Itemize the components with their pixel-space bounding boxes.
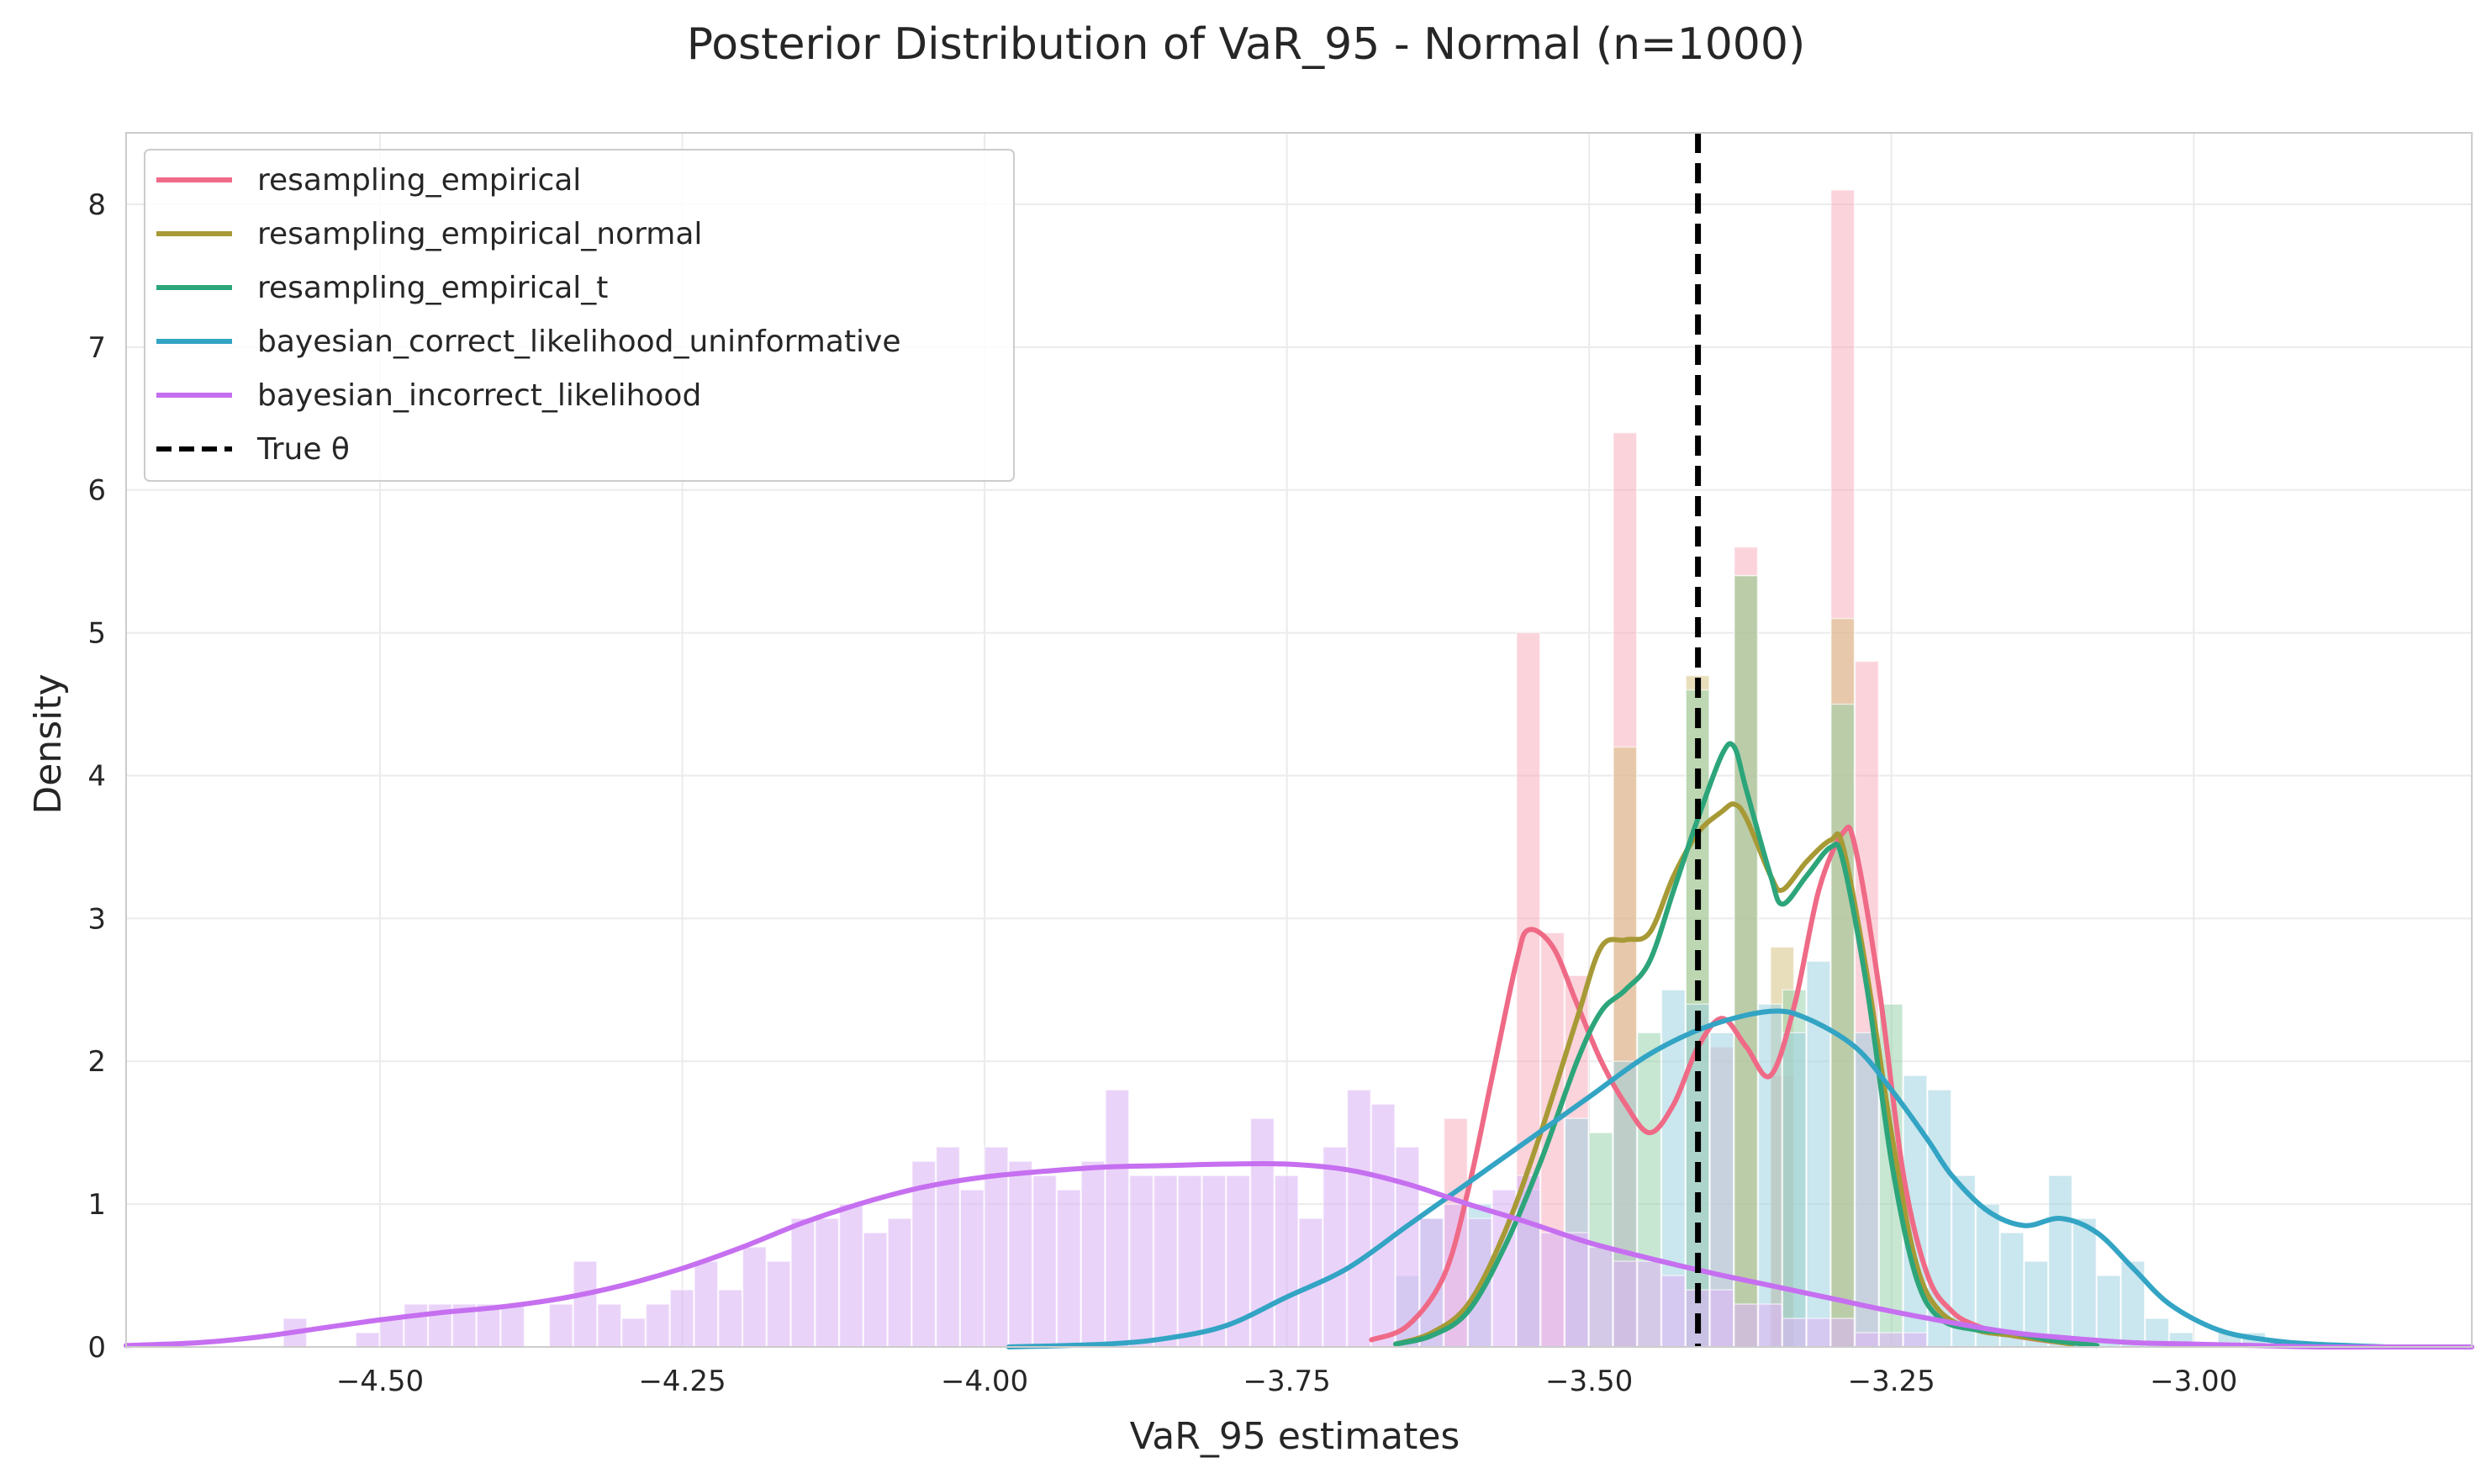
- histogram-bar: [1660, 1275, 1686, 1348]
- density-line-resampling_empirical_t: [1393, 741, 2100, 1349]
- histogram-bar: [379, 1318, 404, 1348]
- histogram-bar: [1830, 703, 1856, 1348]
- histogram-bar: [1516, 1175, 1541, 1348]
- histogram-bar: [1008, 1160, 1033, 1348]
- histogram-bar: [669, 1289, 694, 1348]
- y-tick-label: 4: [87, 759, 106, 793]
- density-line-bayesian_incorrect_likelihood: [124, 1160, 2474, 1350]
- x-axis-label: VaR_95 estimates: [1130, 1415, 1460, 1458]
- x-tick-label: −4.25: [638, 1365, 726, 1398]
- y-tick-label: 1: [87, 1188, 106, 1222]
- y-tick-label: 0: [87, 1331, 106, 1365]
- legend-box: [144, 149, 1015, 482]
- histogram-bar: [1564, 1232, 1589, 1348]
- y-tick-label: 7: [87, 331, 106, 365]
- histogram-bar: [573, 1260, 598, 1348]
- y-axis-ticks: 0 1 2 3 4 5 6 7 8: [87, 188, 106, 1365]
- density-line-bayesian_correct_likelihood_uninformative: [1006, 1008, 2390, 1349]
- histogram-bar: [1346, 1089, 1372, 1348]
- histogram-bar: [1056, 1189, 1081, 1348]
- histogram-bar: [863, 1232, 888, 1348]
- histogram-bar: [1636, 1260, 1662, 1348]
- legend-label: resampling_empirical: [257, 163, 581, 198]
- histogram-bar: [597, 1303, 622, 1348]
- histogram-bar: [1105, 1089, 1130, 1348]
- histogram-bar: [620, 1318, 647, 1348]
- histogram-bar: [500, 1303, 525, 1348]
- y-tick-label: 2: [87, 1045, 106, 1079]
- histogram-bar: [2096, 1275, 2121, 1348]
- histogram-bar: [2072, 1217, 2097, 1348]
- histogram-bar: [742, 1246, 767, 1348]
- x-tick-label: −3.50: [1545, 1365, 1633, 1398]
- y-tick-label: 6: [87, 474, 106, 508]
- histogram-bar: [1854, 1032, 1880, 1348]
- histogram-bar: [1806, 1318, 1831, 1348]
- histogram-bayesian_incorrect_likelihood: [282, 1089, 1928, 1348]
- histogram-bar: [1878, 1332, 1903, 1348]
- histogram-bar: [1080, 1160, 1106, 1348]
- y-tick-label: 8: [87, 188, 106, 222]
- legend-label: bayesian_correct_likelihood_uninformativ…: [257, 325, 901, 359]
- histogram-bar: [1370, 1103, 1396, 1348]
- histogram-bar: [1128, 1175, 1154, 1348]
- y-tick-label: 5: [87, 617, 106, 651]
- histogram-bar: [1782, 1318, 1807, 1348]
- legend-label: bayesian_incorrect_likelihood: [257, 378, 701, 413]
- x-tick-label: −3.25: [1848, 1365, 1935, 1398]
- density-line-resampling_empirical: [1369, 824, 2076, 1347]
- histogram-bar: [1323, 1146, 1348, 1348]
- histogram-bar: [548, 1303, 573, 1348]
- histogram-bar: [404, 1303, 429, 1348]
- histogram-bar: [814, 1217, 840, 1348]
- y-tick-label: 3: [87, 902, 106, 936]
- histogram-bar: [1757, 1303, 1783, 1348]
- x-axis-ticks: −4.50 −4.25 −4.00 −3.75 −3.50 −3.25 −3.00: [336, 1365, 2237, 1398]
- histogram-bar: [911, 1160, 937, 1348]
- histogram-bar: [355, 1332, 380, 1348]
- legend-label: resampling_empirical_normal: [257, 217, 702, 251]
- x-tick-label: −3.00: [2150, 1365, 2237, 1398]
- histogram-bar: [838, 1203, 864, 1348]
- histogram-bar: [1830, 1318, 1856, 1348]
- histogram-bar: [717, 1289, 743, 1348]
- y-axis-label: Density: [27, 673, 70, 814]
- histogram-bar: [694, 1260, 719, 1348]
- histogram-bar: [1274, 1175, 1299, 1348]
- histogram-bar: [2047, 1175, 2073, 1348]
- histogram-bar: [1201, 1175, 1227, 1348]
- histogram-bar: [766, 1260, 791, 1348]
- histogram-bar: [1733, 1303, 1759, 1348]
- histogram-bar: [790, 1217, 816, 1348]
- histogram-bar: [935, 1146, 961, 1348]
- legend-label: resampling_empirical_t: [257, 271, 608, 305]
- x-tick-label: −4.00: [941, 1365, 1028, 1398]
- histogram-bar: [1613, 1260, 1638, 1348]
- histogram-bar: [1032, 1175, 1058, 1348]
- histogram-bar: [1733, 574, 1759, 1348]
- legend: resampling_empirical resampling_empirical…: [144, 149, 1015, 482]
- histogram-bar: [887, 1217, 912, 1348]
- histogram-bar: [1782, 1032, 1807, 1348]
- histogram-bar: [1177, 1175, 1202, 1348]
- histogram-bar: [1903, 1332, 1928, 1348]
- chart-title: Posterior Distribution of VaR_95 - Norma…: [687, 19, 1806, 70]
- histogram-bar: [1588, 1246, 1613, 1348]
- x-tick-label: −3.75: [1243, 1365, 1331, 1398]
- plot-border: [125, 132, 2473, 1348]
- x-tick-label: −4.50: [336, 1365, 424, 1398]
- histogram-bar: [1709, 1289, 1734, 1348]
- legend-label: True θ: [256, 432, 350, 467]
- histogram-bar: [1854, 1332, 1880, 1348]
- histogram-bar: [1153, 1175, 1178, 1348]
- histogram-bar: [645, 1303, 670, 1348]
- histogram-bar: [1539, 1232, 1565, 1348]
- density-curves: [124, 741, 2474, 1350]
- histogram-bar: [959, 1189, 985, 1348]
